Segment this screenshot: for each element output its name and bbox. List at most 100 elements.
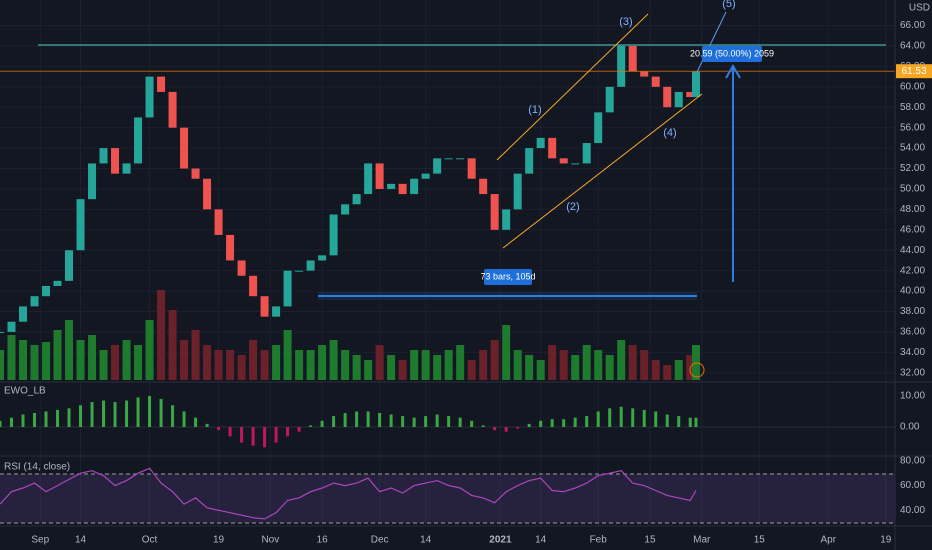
ewo-bar xyxy=(343,413,347,427)
candle xyxy=(7,321,16,332)
volume-bar xyxy=(651,360,660,380)
ewo-bar xyxy=(378,413,382,427)
candle xyxy=(168,91,177,128)
x-tick-label: 16 xyxy=(317,535,329,546)
ewo-bar xyxy=(573,417,577,427)
candle xyxy=(191,168,200,179)
wave-label: (3) xyxy=(619,16,632,28)
volume-bar xyxy=(513,350,522,380)
ewo-bar xyxy=(0,420,2,427)
ewo-bar xyxy=(608,408,612,427)
candle xyxy=(341,204,350,215)
candle xyxy=(260,296,269,317)
ewo-bar xyxy=(562,419,566,427)
y-tick-label: 40.00 xyxy=(900,505,925,516)
candle xyxy=(490,194,499,230)
volume-bar xyxy=(674,360,683,380)
wave-line xyxy=(696,11,727,73)
wave-label: (2) xyxy=(566,201,579,213)
volume-bar xyxy=(467,360,476,380)
volume-bar xyxy=(341,350,350,380)
ewo-bar xyxy=(182,411,186,427)
bars-box xyxy=(484,269,532,285)
candle xyxy=(387,183,396,189)
ewo-bar xyxy=(263,427,267,448)
rsi-line xyxy=(0,467,697,520)
candle xyxy=(559,158,568,164)
currency: USD xyxy=(909,3,930,14)
ewo-bar xyxy=(424,416,428,427)
x-tick-label: Mar xyxy=(693,535,711,546)
channel-upper xyxy=(496,13,649,161)
ewo-bar xyxy=(297,427,301,432)
candle xyxy=(674,91,683,108)
volume-bar xyxy=(226,350,235,380)
candle xyxy=(306,260,315,271)
volume-bar xyxy=(444,350,453,380)
volume-bar xyxy=(76,340,85,380)
pane-title: EWO_LB xyxy=(4,386,46,397)
candle xyxy=(398,183,407,195)
candle xyxy=(122,163,131,174)
ewo-bar xyxy=(320,420,324,427)
candle xyxy=(226,234,235,261)
ewo-bar xyxy=(619,406,623,427)
candle xyxy=(237,260,246,276)
candle xyxy=(513,173,522,210)
candle xyxy=(433,158,442,174)
ewo-bar xyxy=(631,408,635,427)
y-tick-label: 10.00 xyxy=(900,391,925,402)
candle xyxy=(582,142,591,164)
ewo-bar xyxy=(240,427,244,443)
y-tick-label: 38.00 xyxy=(900,306,925,317)
x-tick-label: Dec xyxy=(371,535,389,546)
volume-bar xyxy=(387,355,396,380)
candle xyxy=(421,173,430,179)
candle xyxy=(295,270,304,272)
volume-bar xyxy=(456,345,465,380)
volume-bar xyxy=(0,350,4,380)
ewo-bar xyxy=(435,414,439,427)
wave-label: (4) xyxy=(663,127,676,139)
candle xyxy=(410,178,419,195)
volume-bar xyxy=(203,345,212,380)
marks xyxy=(0,45,895,520)
volume-bar xyxy=(536,360,545,380)
y-tick-label: 34.00 xyxy=(900,347,925,358)
volume-bar xyxy=(605,355,614,380)
candle xyxy=(145,76,154,118)
candle xyxy=(76,199,85,251)
volume-bar xyxy=(375,345,384,380)
ewo-bar xyxy=(148,395,152,427)
ewo-bar xyxy=(228,427,232,437)
ewo-bar xyxy=(171,405,175,427)
volume-bar xyxy=(214,350,223,380)
y-tick-label: 50.00 xyxy=(900,184,925,195)
ewo-bar xyxy=(251,427,255,446)
volume-circle xyxy=(689,362,705,378)
volume-bar xyxy=(582,345,591,380)
volume-bar xyxy=(479,350,488,380)
volume-bar xyxy=(53,330,62,380)
ewo-bar xyxy=(527,423,531,427)
candle xyxy=(605,86,614,113)
volume-bar xyxy=(19,340,28,380)
volume-bar xyxy=(571,355,580,380)
volume-bar xyxy=(640,350,649,380)
volume-bar xyxy=(65,320,74,380)
wave-label: (1) xyxy=(528,104,541,116)
volume-bar xyxy=(295,350,304,380)
x-tick-label: 15 xyxy=(644,535,656,546)
bars-range-fill xyxy=(318,292,697,300)
volume-bar xyxy=(7,335,16,380)
candle xyxy=(99,148,108,164)
volume-bar xyxy=(525,355,534,380)
wave-label: (5) xyxy=(722,0,735,10)
x-tick-label: Sep xyxy=(31,535,49,546)
candle xyxy=(525,148,534,174)
ewo-bar xyxy=(125,400,129,427)
volume-bar xyxy=(433,355,442,380)
y-tick-label: 66.00 xyxy=(900,20,925,31)
candle xyxy=(640,71,649,77)
